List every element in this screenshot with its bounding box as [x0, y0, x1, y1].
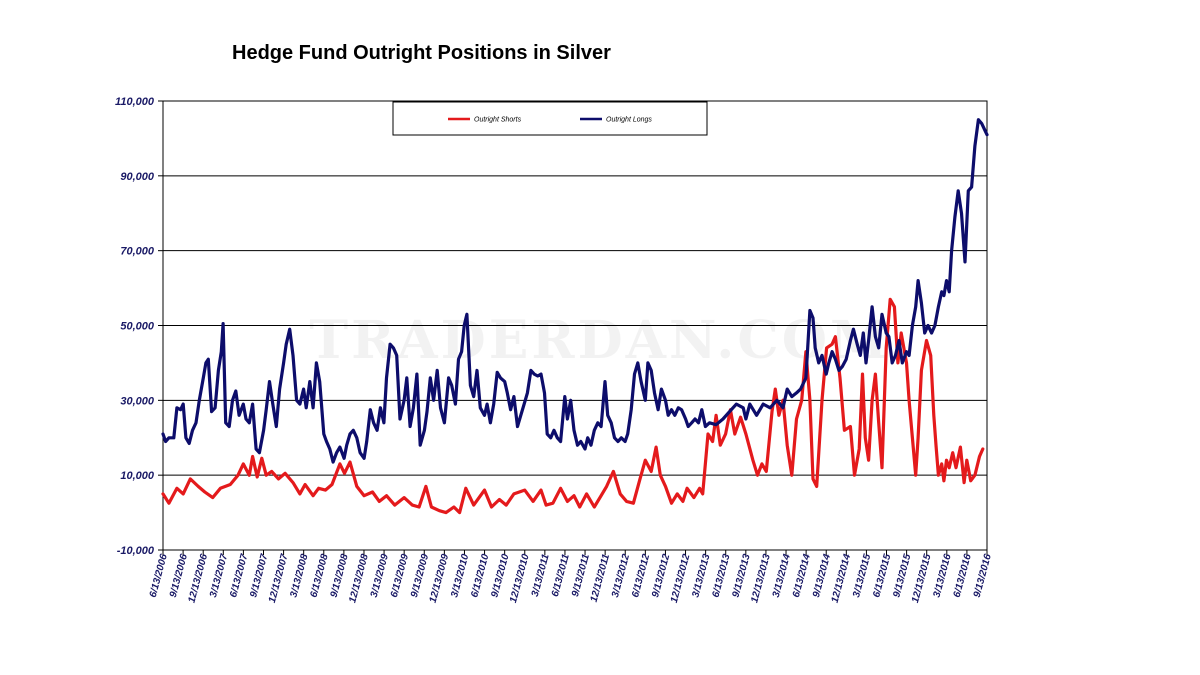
- x-tick-label: 9/13/2009: [409, 553, 431, 599]
- x-tick-label: 6/13/2012: [630, 553, 652, 599]
- legend-box: [392, 101, 708, 136]
- x-tick-label: 3/13/2009: [369, 553, 391, 599]
- x-tick-label: 9/13/2006: [168, 553, 190, 599]
- x-tick-label: 3/13/2013: [690, 553, 712, 599]
- y-tick-label: 10,000: [120, 470, 155, 482]
- x-tick-label: 3/13/2011: [530, 553, 552, 599]
- x-tick-label: 6/13/2006: [148, 553, 170, 599]
- series-line-outright-longs: [161, 118, 989, 464]
- y-tick-label: 110,000: [115, 96, 155, 108]
- x-tick-label: 12/13/2010: [508, 553, 532, 605]
- x-tick-label: 6/13/2008: [309, 553, 331, 599]
- x-tick-label: 6/13/2007: [228, 553, 250, 599]
- x-tick-label: 9/13/2011: [570, 553, 592, 599]
- x-tick-label: 12/13/2007: [267, 553, 291, 605]
- x-tick-label: 12/13/2011: [589, 553, 613, 604]
- x-tick-label: 9/13/2008: [329, 553, 351, 599]
- x-tick-label: 9/13/2010: [489, 553, 511, 599]
- x-tick-label: 6/13/2013: [710, 553, 732, 599]
- x-tick-label: 9/13/2015: [891, 553, 913, 599]
- x-tick-label: 12/13/2014: [830, 553, 854, 605]
- y-tick-label: 90,000: [120, 171, 155, 183]
- y-tick-label: 30,000: [120, 395, 155, 407]
- x-tick-label: 3/13/2012: [610, 553, 632, 599]
- x-tick-label: 6/13/2016: [952, 553, 974, 599]
- y-tick-label: 70,000: [120, 246, 155, 258]
- x-tick-label: 3/13/2015: [851, 553, 873, 599]
- x-tick-label: 6/13/2014: [791, 553, 813, 599]
- x-tick-label: 3/13/2008: [288, 553, 310, 599]
- x-tick-label: 12/13/2015: [910, 553, 934, 605]
- legend-label: Outright Longs: [606, 117, 652, 124]
- x-tick-label: 12/13/2008: [347, 553, 371, 605]
- x-tick-label: 9/13/2016: [972, 553, 994, 599]
- x-tick-label: 12/13/2009: [428, 553, 452, 605]
- x-tick-label: 12/13/2006: [187, 553, 211, 605]
- watermark-text: TRADERDAN.COM: [309, 310, 890, 371]
- x-tick-label: 9/13/2012: [650, 553, 672, 599]
- x-tick-label: 6/13/2015: [871, 553, 893, 599]
- y-tick-label: -10,000: [117, 545, 155, 557]
- x-tick-label: 9/13/2013: [731, 553, 753, 599]
- x-tick-label: 6/13/2011: [550, 553, 572, 599]
- x-tick-label: 6/13/2009: [389, 553, 411, 599]
- x-tick-label: 3/13/2014: [771, 553, 793, 599]
- x-tick-label: 6/13/2010: [469, 553, 491, 599]
- x-tick-label: 3/13/2010: [449, 553, 471, 599]
- x-tick-label: 12/13/2013: [749, 553, 773, 605]
- x-tick-label: 9/13/2014: [811, 553, 833, 599]
- x-tick-label: 3/13/2016: [932, 553, 954, 599]
- x-tick-label: 3/13/2007: [208, 553, 230, 599]
- chart-title: Hedge Fund Outright Positions in Silver: [232, 42, 611, 64]
- y-tick-label: 50,000: [120, 321, 155, 333]
- x-tick-label: 12/13/2012: [669, 553, 693, 605]
- x-tick-label: 9/13/2007: [248, 553, 270, 599]
- legend-label: Outright Shorts: [474, 117, 522, 124]
